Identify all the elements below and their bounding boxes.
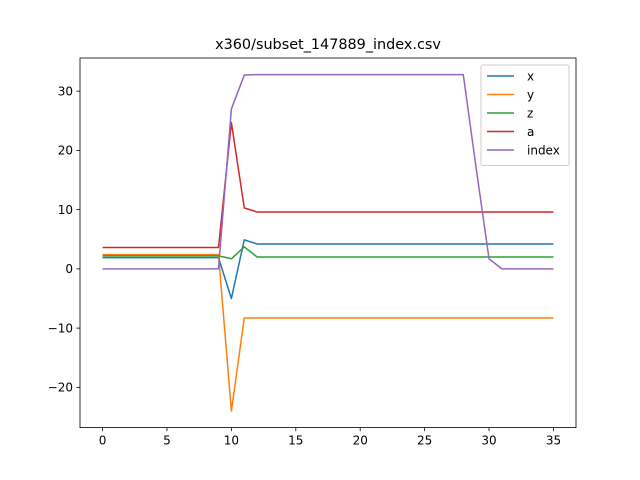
y-tick-label: 0 xyxy=(65,262,73,276)
y-tick-label: −20 xyxy=(48,381,73,395)
plot-frame xyxy=(79,57,577,429)
legend-box xyxy=(480,64,570,166)
legend-label-y: y xyxy=(527,88,534,102)
series-line-index xyxy=(102,73,554,270)
x-tick-label: 5 xyxy=(163,434,171,448)
x-tick-label: 20 xyxy=(353,434,368,448)
series-line-z xyxy=(102,246,554,260)
series-line-y xyxy=(102,253,554,412)
x-tick-label: 30 xyxy=(481,434,496,448)
y-tick-label: 30 xyxy=(58,84,73,98)
x-tick-label: 10 xyxy=(224,434,239,448)
y-tick-label: 10 xyxy=(58,203,73,217)
legend-label-a: a xyxy=(527,125,534,139)
y-axis: −20 −10 0 10 20 30 xyxy=(48,84,80,395)
legend-label-z: z xyxy=(527,106,533,120)
series-line-x xyxy=(102,239,554,300)
x-tick-label: 15 xyxy=(288,434,303,448)
chart-title: x360/subset_147889_index.csv xyxy=(215,37,441,53)
x-tick-label: 35 xyxy=(546,434,561,448)
legend-label-x: x xyxy=(527,69,534,83)
series-line-a xyxy=(102,121,554,249)
series-layer xyxy=(102,73,554,412)
y-tick-label: 20 xyxy=(58,144,73,158)
y-tick-label: −10 xyxy=(48,321,73,335)
x-tick-label: 25 xyxy=(417,434,432,448)
x-tick-label: 0 xyxy=(99,434,107,448)
legend-label-index: index xyxy=(527,143,560,157)
x-axis: 0 5 10 15 20 25 30 35 xyxy=(99,427,561,448)
